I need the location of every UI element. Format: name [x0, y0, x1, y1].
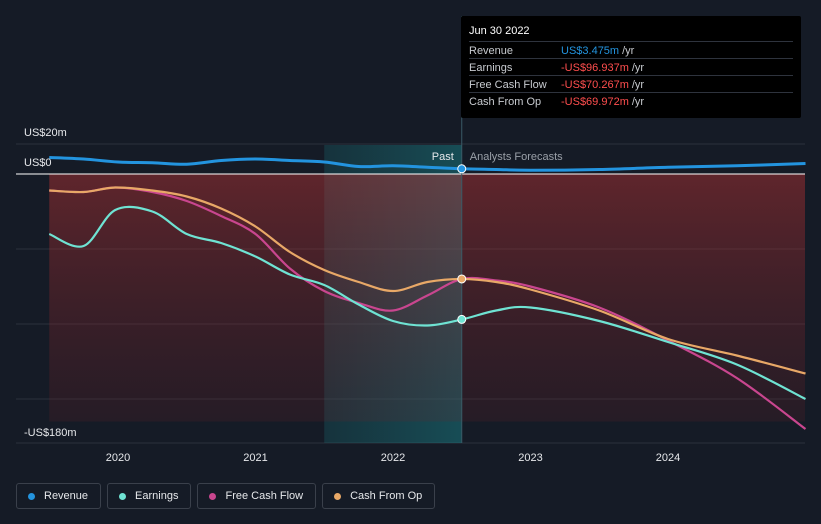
forecast-label: Analysts Forecasts: [470, 151, 563, 163]
tooltip-date: Jun 30 2022: [469, 25, 530, 37]
series-lines: [48, 156, 807, 430]
legend-label: Free Cash Flow: [225, 490, 304, 502]
tooltip-row-cfo: Cash From Op -US$69.972m/yr: [469, 92, 793, 110]
tooltip: Jun 30 2022 Revenue US$3.475m/yr Earning…: [461, 16, 801, 118]
series-line-cash-from-op: [49, 186, 806, 375]
marker-cash-from-op: [457, 274, 467, 284]
legend-item-free-cash-flow[interactable]: Free Cash Flow: [197, 483, 317, 509]
negative-area: [49, 174, 805, 422]
x-tick-label: 2022: [381, 452, 405, 464]
tooltip-value-revenue: US$3.475m/yr: [561, 45, 635, 57]
tooltip-row-earnings: Earnings -US$96.937m/yr: [469, 58, 793, 76]
legend-dot-icon: [119, 492, 127, 500]
legend-dot-icon: [209, 492, 217, 500]
tooltip-label: Cash From Op: [469, 96, 542, 108]
legend-item-cash-from-op[interactable]: Cash From Op: [322, 483, 436, 509]
tooltip-row-revenue: Revenue US$3.475m/yr: [469, 41, 793, 59]
past-label: Past: [432, 151, 454, 163]
legend: Revenue Earnings Free Cash Flow Cash Fro…: [16, 483, 436, 511]
series-line-revenue: [49, 156, 806, 172]
tooltip-value-fcf: -US$70.267m/yr: [561, 79, 645, 91]
marker-revenue: [457, 164, 467, 174]
x-tick-label: 2024: [656, 452, 680, 464]
legend-label: Earnings: [135, 490, 179, 502]
legend-dot-icon: [28, 492, 35, 500]
legend-item-earnings[interactable]: Earnings: [107, 483, 192, 509]
legend-label: Cash From Op: [350, 490, 423, 502]
y-axis-top-label: US$20m: [24, 127, 67, 139]
tooltip-value-cfo: -US$69.972m/yr: [561, 96, 645, 108]
axis-labels: 2020 2021 2022 2023 2024: [106, 452, 680, 464]
y-axis-zero-label: US$0: [24, 157, 52, 169]
tooltip-label: Revenue: [469, 45, 514, 57]
x-tick-label: 2023: [518, 452, 542, 464]
y-axis-bottom-label: -US$180m: [24, 427, 77, 439]
legend-item-revenue[interactable]: Revenue: [16, 483, 102, 509]
marker-earnings: [457, 314, 467, 324]
highlight-markers: [457, 164, 467, 324]
legend-dot-icon: [334, 492, 342, 500]
tooltip-label: Earnings: [469, 62, 513, 74]
legend-label: Revenue: [44, 490, 89, 502]
tooltip-value-earnings: -US$96.937m/yr: [561, 62, 645, 74]
series-line-earnings: [48, 205, 806, 400]
x-tick-label: 2021: [243, 452, 267, 464]
series-line-free-cash-flow: [49, 186, 807, 430]
x-tick-label: 2020: [106, 452, 130, 464]
tooltip-row-fcf: Free Cash Flow -US$70.267m/yr: [469, 75, 793, 93]
tooltip-label: Free Cash Flow: [469, 79, 547, 91]
